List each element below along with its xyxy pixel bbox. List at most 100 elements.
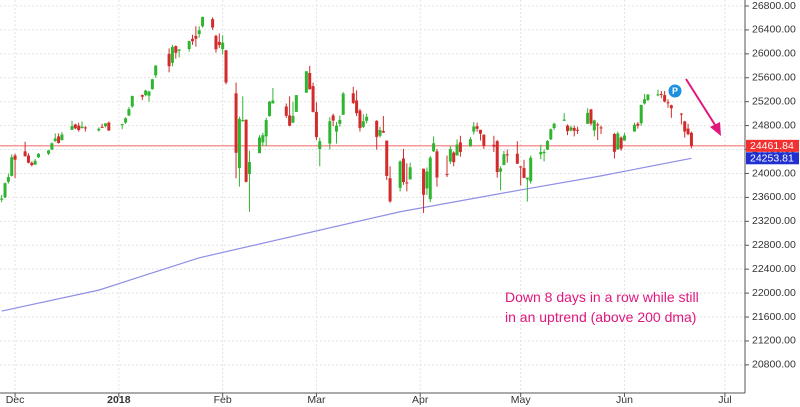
candle-body <box>328 121 332 144</box>
candle-body <box>586 112 590 124</box>
candle-body <box>221 42 225 50</box>
candle-body <box>355 100 359 114</box>
candle-body <box>0 198 4 200</box>
candle-body <box>100 126 104 128</box>
candle-body <box>144 90 148 96</box>
candle-body <box>425 171 429 189</box>
candle-body <box>261 135 265 143</box>
moving-average-line <box>1 157 692 312</box>
candle-body <box>378 129 382 136</box>
candle-body <box>107 122 111 131</box>
candle-body <box>191 38 195 42</box>
candle-body <box>150 79 154 90</box>
candle-body <box>167 53 171 67</box>
candle-body <box>47 150 51 154</box>
candle-body <box>284 106 288 116</box>
candle-body <box>140 95 144 97</box>
candle-body <box>616 133 620 150</box>
candle-body <box>576 129 580 131</box>
candle-body <box>636 123 640 126</box>
candle-body <box>224 50 228 83</box>
candle-body <box>365 116 369 121</box>
candle-body <box>643 99 647 104</box>
candle-body <box>331 115 335 121</box>
x-tick-label: Mar <box>307 394 326 406</box>
y-tick-label: 22000.00 <box>752 287 796 299</box>
candle-body <box>335 125 339 132</box>
candle-body <box>478 129 482 134</box>
candle-body <box>599 127 603 129</box>
candle-body <box>268 101 272 117</box>
candle-body <box>522 168 526 178</box>
candle-body <box>432 143 436 152</box>
candle-body <box>669 105 673 109</box>
candle-body <box>572 128 576 131</box>
candle-body <box>33 160 37 165</box>
candle-body <box>30 162 34 166</box>
candle-body <box>244 119 248 182</box>
candle-body <box>566 125 570 132</box>
candle-body <box>401 158 405 183</box>
candle-body <box>525 177 529 180</box>
candle-body <box>201 16 205 27</box>
candle-body <box>237 118 241 169</box>
ma-price-tag <box>746 152 799 165</box>
candle-body <box>308 72 312 90</box>
y-tick-label: 26400.00 <box>752 24 796 36</box>
y-tick-label: 23200.00 <box>752 215 796 227</box>
candle-body <box>612 133 616 152</box>
annotation-text: in an uptrend (above 200 dma) <box>505 309 696 325</box>
candle-body <box>211 19 215 28</box>
candle-body <box>127 109 131 116</box>
candle-body <box>83 127 87 129</box>
candle-body <box>529 157 533 182</box>
candle-body <box>26 155 30 163</box>
candle-body <box>458 142 462 152</box>
candle-body <box>318 141 322 149</box>
candle-body <box>472 126 476 132</box>
candle-body <box>519 166 523 168</box>
candle-body <box>619 137 623 149</box>
candle-body <box>124 118 128 123</box>
x-tick-label: Dec <box>6 394 25 406</box>
candle-body <box>170 46 174 63</box>
candle-body <box>247 162 251 175</box>
x-tick-label: Jul <box>718 394 731 406</box>
candle-body <box>622 135 626 141</box>
candle-body <box>50 143 54 150</box>
candle-body <box>375 120 379 137</box>
candle-body <box>569 127 573 131</box>
candle-body <box>338 119 342 124</box>
x-tick-label: Apr <box>412 394 429 406</box>
candle-body <box>448 149 452 162</box>
y-tick-label: 26000.00 <box>752 48 796 60</box>
candle-body <box>120 124 124 126</box>
candle-body <box>103 123 107 127</box>
candle-body <box>405 182 409 184</box>
candle-body <box>666 102 670 104</box>
candle-body <box>495 141 499 173</box>
candle-body <box>147 91 151 96</box>
candle-body <box>445 174 449 176</box>
candle-body <box>130 95 134 107</box>
candle-body <box>97 128 101 131</box>
candle-body <box>646 94 650 100</box>
candle-body <box>515 153 519 164</box>
candle-body <box>689 132 693 146</box>
marker-label: P <box>672 86 678 96</box>
y-tick-label: 23600.00 <box>752 191 796 203</box>
candle-body <box>468 139 472 147</box>
candle-body <box>656 94 660 96</box>
candle-body <box>77 125 81 131</box>
candle-body <box>257 137 261 154</box>
candle-body <box>549 129 553 140</box>
candle-body <box>271 100 275 104</box>
x-tick-label: Feb <box>214 394 232 406</box>
candle-body <box>589 109 593 124</box>
candle-body <box>10 157 14 176</box>
candle-body <box>291 115 295 123</box>
candle-body <box>455 144 459 156</box>
candle-body <box>187 41 191 50</box>
candle-body <box>37 153 41 158</box>
